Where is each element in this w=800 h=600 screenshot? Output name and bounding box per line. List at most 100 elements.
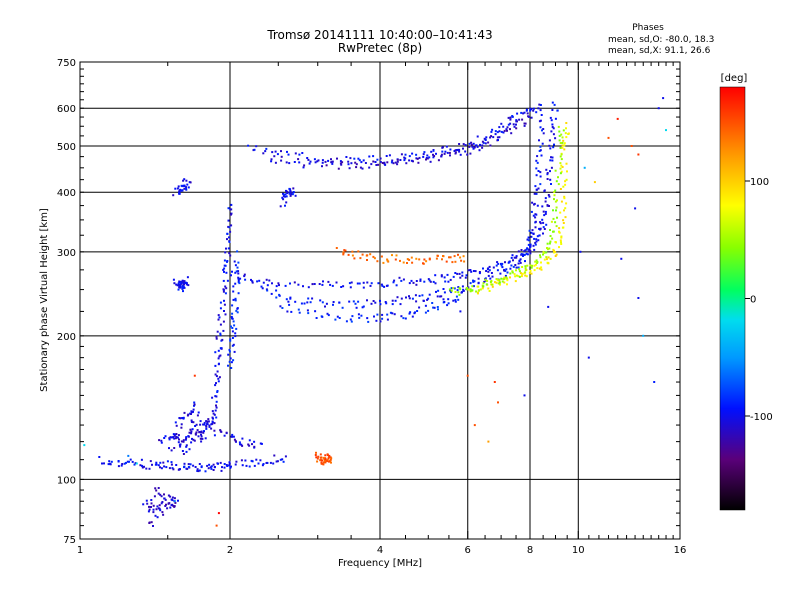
data-point xyxy=(477,277,480,280)
data-point xyxy=(536,155,539,158)
data-point xyxy=(437,159,440,162)
data-point xyxy=(559,239,562,242)
data-point xyxy=(353,157,356,160)
data-point xyxy=(512,123,515,126)
data-point xyxy=(563,209,565,212)
data-point xyxy=(552,230,554,233)
data-point xyxy=(630,145,633,147)
data-point xyxy=(179,286,182,289)
data-point xyxy=(521,266,524,268)
data-point xyxy=(219,301,222,304)
data-point xyxy=(360,314,363,317)
data-point xyxy=(539,175,542,178)
data-point xyxy=(322,280,324,283)
data-point xyxy=(546,172,549,174)
data-point xyxy=(554,117,557,120)
data-point xyxy=(83,444,86,447)
data-point xyxy=(179,417,182,420)
data-point xyxy=(207,467,210,470)
data-point xyxy=(515,123,517,126)
data-point xyxy=(463,260,466,263)
data-point xyxy=(526,253,529,256)
data-point xyxy=(552,127,555,130)
data-point xyxy=(298,311,301,314)
data-point xyxy=(534,220,537,223)
data-point xyxy=(462,147,464,150)
data-point xyxy=(529,245,531,248)
data-point xyxy=(539,149,542,152)
data-point xyxy=(422,262,424,265)
data-point xyxy=(414,311,416,314)
data-point xyxy=(391,299,394,302)
data-point xyxy=(376,313,379,316)
data-point xyxy=(482,267,484,270)
data-point xyxy=(223,270,225,273)
data-point xyxy=(487,287,490,290)
data-point xyxy=(244,278,247,281)
data-point xyxy=(327,159,330,162)
data-point xyxy=(303,302,306,305)
data-point xyxy=(237,272,240,275)
data-point xyxy=(434,274,437,277)
data-point xyxy=(207,418,210,421)
data-point xyxy=(148,508,151,511)
data-point xyxy=(142,503,145,506)
data-point xyxy=(417,161,420,164)
data-point xyxy=(230,274,232,277)
data-point xyxy=(288,192,291,195)
data-point xyxy=(513,256,516,259)
data-point xyxy=(503,276,506,279)
data-point xyxy=(216,330,219,333)
data-point xyxy=(482,285,485,288)
data-point xyxy=(487,141,490,144)
data-point xyxy=(168,437,171,440)
data-point xyxy=(224,285,227,288)
data-point xyxy=(177,441,180,444)
data-point xyxy=(373,257,376,260)
data-point xyxy=(231,312,234,315)
data-point xyxy=(535,263,537,266)
data-point xyxy=(549,257,552,260)
data-point xyxy=(345,156,348,158)
data-point xyxy=(531,264,533,267)
data-point xyxy=(415,283,418,286)
data-point xyxy=(472,279,474,282)
data-point xyxy=(535,174,538,177)
data-point xyxy=(230,315,233,318)
data-point xyxy=(298,153,301,156)
data-point xyxy=(204,437,207,440)
data-point xyxy=(553,198,555,201)
data-point xyxy=(381,284,384,287)
data-point xyxy=(514,280,517,283)
data-point xyxy=(528,229,531,232)
data-point xyxy=(389,311,392,314)
data-point xyxy=(180,440,183,443)
data-point xyxy=(176,284,179,287)
data-point xyxy=(540,268,543,271)
data-point xyxy=(286,150,288,153)
data-point xyxy=(464,144,467,147)
data-point xyxy=(366,281,369,284)
data-point xyxy=(281,307,284,309)
data-point xyxy=(355,163,358,166)
data-point xyxy=(219,347,222,350)
data-point xyxy=(217,357,220,360)
data-point xyxy=(325,302,328,305)
data-point xyxy=(436,254,439,257)
data-point xyxy=(471,289,474,292)
data-point xyxy=(498,281,501,284)
data-point xyxy=(145,499,148,502)
data-point xyxy=(554,255,557,257)
data-point xyxy=(392,281,395,284)
data-point xyxy=(203,421,206,424)
data-point xyxy=(234,264,237,267)
data-point xyxy=(386,259,389,262)
data-point xyxy=(179,283,182,286)
data-point xyxy=(108,460,111,463)
data-point xyxy=(457,148,460,151)
data-point xyxy=(555,225,558,228)
data-point xyxy=(293,281,296,284)
data-point xyxy=(562,129,565,132)
data-point xyxy=(412,281,415,284)
data-point xyxy=(476,135,479,138)
